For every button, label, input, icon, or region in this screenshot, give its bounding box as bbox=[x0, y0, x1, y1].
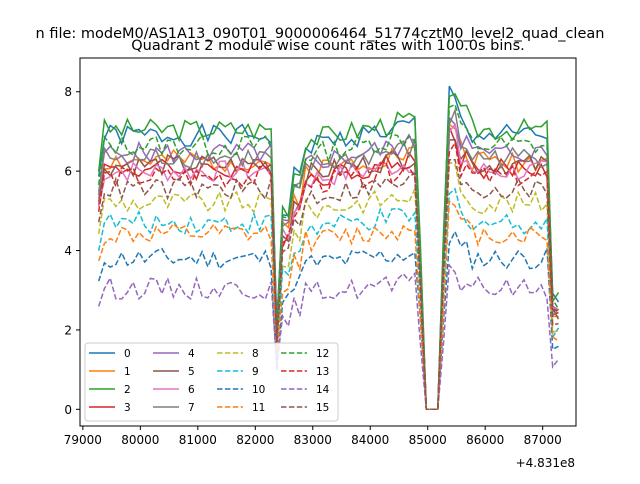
y-tick-label: 0 bbox=[64, 403, 72, 417]
y-tick-label: 6 bbox=[64, 165, 72, 179]
legend-label-2: 2 bbox=[124, 384, 131, 396]
legend-label-0: 0 bbox=[124, 348, 131, 360]
x-tick-label: 80000 bbox=[121, 433, 159, 447]
x-tick-label: 82000 bbox=[236, 433, 274, 447]
legend-label-1: 1 bbox=[124, 366, 131, 378]
y-axis: 0 2 4 6 8 bbox=[64, 85, 80, 417]
legend-label-4: 4 bbox=[188, 348, 195, 360]
x-tick-label: 85000 bbox=[409, 433, 447, 447]
x-offset-label: +4.831e8 bbox=[516, 456, 575, 470]
legend-label-13: 13 bbox=[316, 366, 329, 378]
series-line-10 bbox=[97, 229, 559, 411]
series-line-12 bbox=[97, 103, 560, 411]
legend-label-11: 11 bbox=[252, 402, 265, 414]
x-tick-label: 87000 bbox=[524, 433, 562, 447]
y-tick-label: 8 bbox=[64, 85, 72, 99]
x-tick-label: 86000 bbox=[466, 433, 504, 447]
figure-suptitle: n file: modeM0/AS1A13_090T01_9000006464_… bbox=[36, 26, 605, 42]
x-tick-label: 81000 bbox=[179, 433, 217, 447]
x-axis: 79000 80000 81000 82000 83000 84000 85000 86000… bbox=[64, 426, 562, 447]
series-line-3 bbox=[97, 127, 559, 411]
legend-label-3: 3 bbox=[124, 402, 131, 414]
legend-label-12: 12 bbox=[316, 348, 329, 360]
plot-lines bbox=[97, 85, 560, 411]
series-line-9 bbox=[97, 187, 560, 411]
legend-label-7: 7 bbox=[188, 402, 195, 414]
series-line-11 bbox=[97, 199, 559, 411]
legend-label-5: 5 bbox=[188, 366, 195, 378]
legend-label-8: 8 bbox=[252, 348, 259, 360]
series-line-2 bbox=[97, 92, 560, 411]
x-tick-label: 83000 bbox=[294, 433, 332, 447]
series-line-5 bbox=[97, 139, 560, 411]
chart-title: Quadrant 2 module wise count rates with … bbox=[131, 38, 525, 54]
series-line-0 bbox=[97, 85, 560, 411]
legend-label-10: 10 bbox=[252, 384, 265, 396]
series-line-8 bbox=[97, 161, 559, 411]
series-line-6 bbox=[97, 122, 559, 411]
legend-label-9: 9 bbox=[252, 366, 259, 378]
series-line-13 bbox=[97, 140, 559, 411]
y-tick-label: 2 bbox=[64, 323, 72, 337]
series-line-14 bbox=[97, 263, 560, 411]
legend-label-15: 15 bbox=[316, 402, 329, 414]
legend-label-14: 14 bbox=[316, 384, 330, 396]
x-tick-label: 79000 bbox=[64, 433, 102, 447]
legend-label-6: 6 bbox=[188, 384, 195, 396]
y-tick-label: 4 bbox=[64, 244, 72, 258]
x-tick-label: 84000 bbox=[351, 433, 389, 447]
legend-box bbox=[84, 342, 339, 422]
axes-frame bbox=[79, 57, 577, 427]
